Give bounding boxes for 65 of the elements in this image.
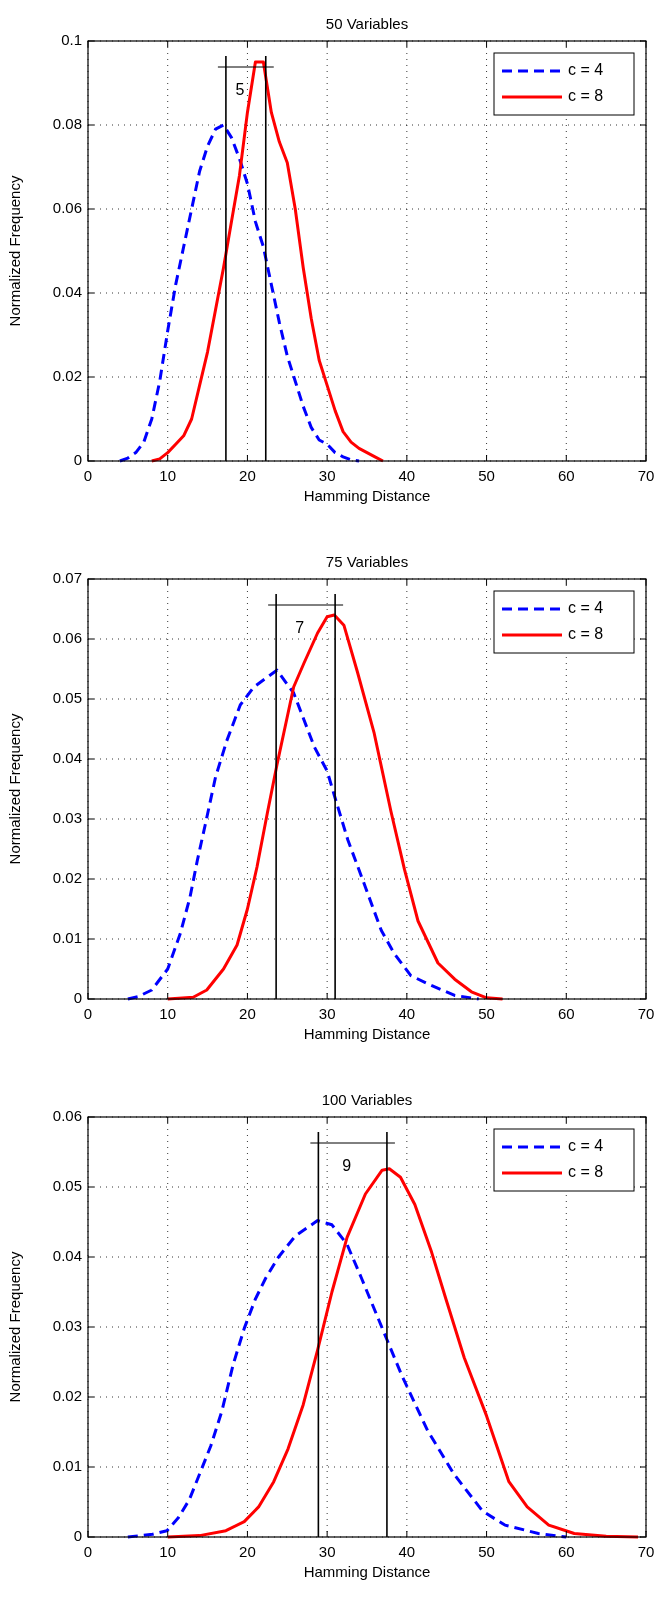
- y-tick-label: 0.04: [52, 748, 82, 766]
- chart-title: 100 Variables: [321, 1091, 413, 1108]
- x-tick-label: 60: [557, 467, 575, 484]
- x-tick-label: 50: [478, 467, 495, 484]
- x-tick-label: 30: [318, 1005, 336, 1022]
- legend-label: c = 8: [568, 625, 604, 643]
- y-tick-label: 0.03: [52, 808, 82, 826]
- y-axis-title: Normalized Frequency: [6, 175, 23, 327]
- line-series: [118, 123, 361, 463]
- y-tick-label: 0.02: [52, 868, 82, 886]
- x-tick-label: 10: [159, 467, 177, 484]
- y-tick-label: 0.05: [52, 688, 82, 706]
- y-tick-label: 0.08: [52, 114, 82, 132]
- y-axis-title: Normalized Frequency: [6, 713, 23, 865]
- x-tick-label: 30: [318, 1543, 336, 1560]
- x-tick-label: 20: [239, 467, 256, 484]
- x-tick-label: 60: [557, 1005, 575, 1022]
- y-tick-label: 0.03: [52, 1316, 82, 1334]
- annotation: 5: [235, 81, 245, 99]
- y-axis-title: Normalized Frequency: [6, 1251, 23, 1403]
- chart-title: 50 Variables: [325, 15, 409, 32]
- x-tick-label: 60: [557, 1543, 575, 1560]
- x-tick-label: 70: [637, 467, 655, 484]
- y-tick-label: 0.04: [52, 1246, 82, 1264]
- y-tick-label: 0.07: [52, 568, 82, 586]
- x-tick-label: 70: [637, 1005, 655, 1022]
- y-tick-label: 0.05: [52, 1176, 82, 1194]
- x-axis-title: Hamming Distance: [303, 1563, 431, 1580]
- y-tick-label: 0.02: [52, 1386, 82, 1404]
- y-tick-label: 0.02: [52, 366, 82, 384]
- y-tick-label: 0.06: [52, 1106, 82, 1124]
- chart-title: 75 Variables: [325, 553, 409, 570]
- y-tick-label: 0.01: [52, 1456, 82, 1474]
- x-tick-label: 50: [478, 1543, 495, 1560]
- legend-label: c = 4: [568, 61, 604, 79]
- line-series: [126, 668, 481, 1001]
- x-tick-label: 40: [398, 467, 416, 484]
- x-tick-label: 40: [398, 1005, 416, 1022]
- x-tick-label: 10: [159, 1543, 177, 1560]
- y-tick-label: 0.06: [52, 628, 82, 646]
- annotation: 7: [295, 619, 305, 637]
- annotation: 9: [342, 1157, 352, 1175]
- x-tick-label: 30: [318, 467, 336, 484]
- x-tick-label: 10: [159, 1005, 177, 1022]
- y-tick-label: 0: [73, 450, 82, 468]
- y-tick-label: 0: [73, 1526, 82, 1544]
- legend-label: c = 8: [568, 1163, 604, 1181]
- x-tick-label: 20: [239, 1543, 256, 1560]
- x-tick-label: 40: [398, 1543, 416, 1560]
- x-axis-title: Hamming Distance: [303, 487, 431, 504]
- y-tick-label: 0.04: [52, 282, 82, 300]
- x-tick-label: 50: [478, 1005, 495, 1022]
- line-series: [166, 613, 505, 1001]
- x-axis-title: Hamming Distance: [303, 1025, 431, 1042]
- y-tick-label: 0.06: [52, 198, 82, 216]
- y-tick-label: 0.01: [52, 928, 82, 946]
- y-tick-label: 0.1: [61, 30, 82, 48]
- legend-label: c = 8: [568, 87, 604, 105]
- legend-label: c = 4: [568, 1137, 604, 1155]
- x-tick-label: 20: [239, 1005, 256, 1022]
- x-tick-label: 70: [637, 1543, 655, 1560]
- legend-label: c = 4: [568, 599, 604, 617]
- line-series: [126, 1219, 568, 1539]
- line-series: [150, 60, 385, 463]
- y-tick-label: 0: [73, 988, 82, 1006]
